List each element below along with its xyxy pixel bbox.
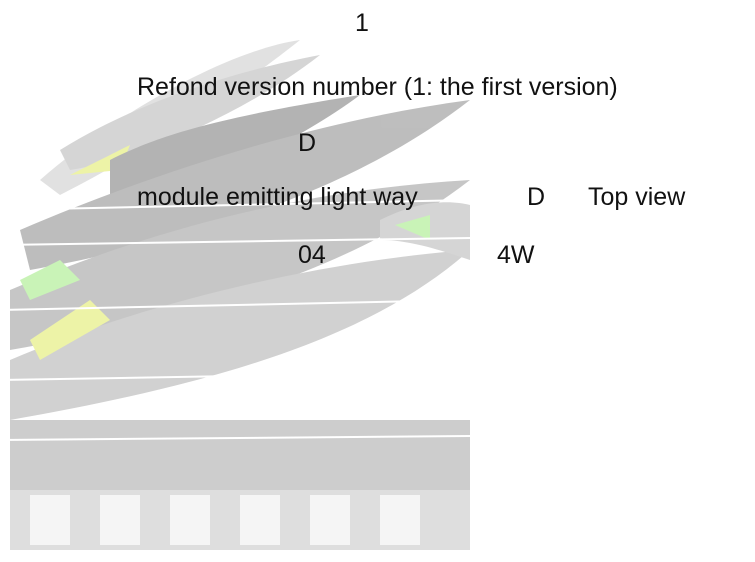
text-code: D bbox=[527, 183, 546, 211]
text-line: module emitting light way bbox=[137, 183, 418, 211]
page-number: 1 bbox=[355, 9, 369, 37]
text-code: D bbox=[298, 129, 317, 157]
text-line: 4W bbox=[497, 241, 535, 269]
text-line: Top view bbox=[588, 183, 686, 211]
text-code: 04 bbox=[298, 241, 326, 269]
text-line: Refond version number (1: the first vers… bbox=[137, 73, 618, 101]
